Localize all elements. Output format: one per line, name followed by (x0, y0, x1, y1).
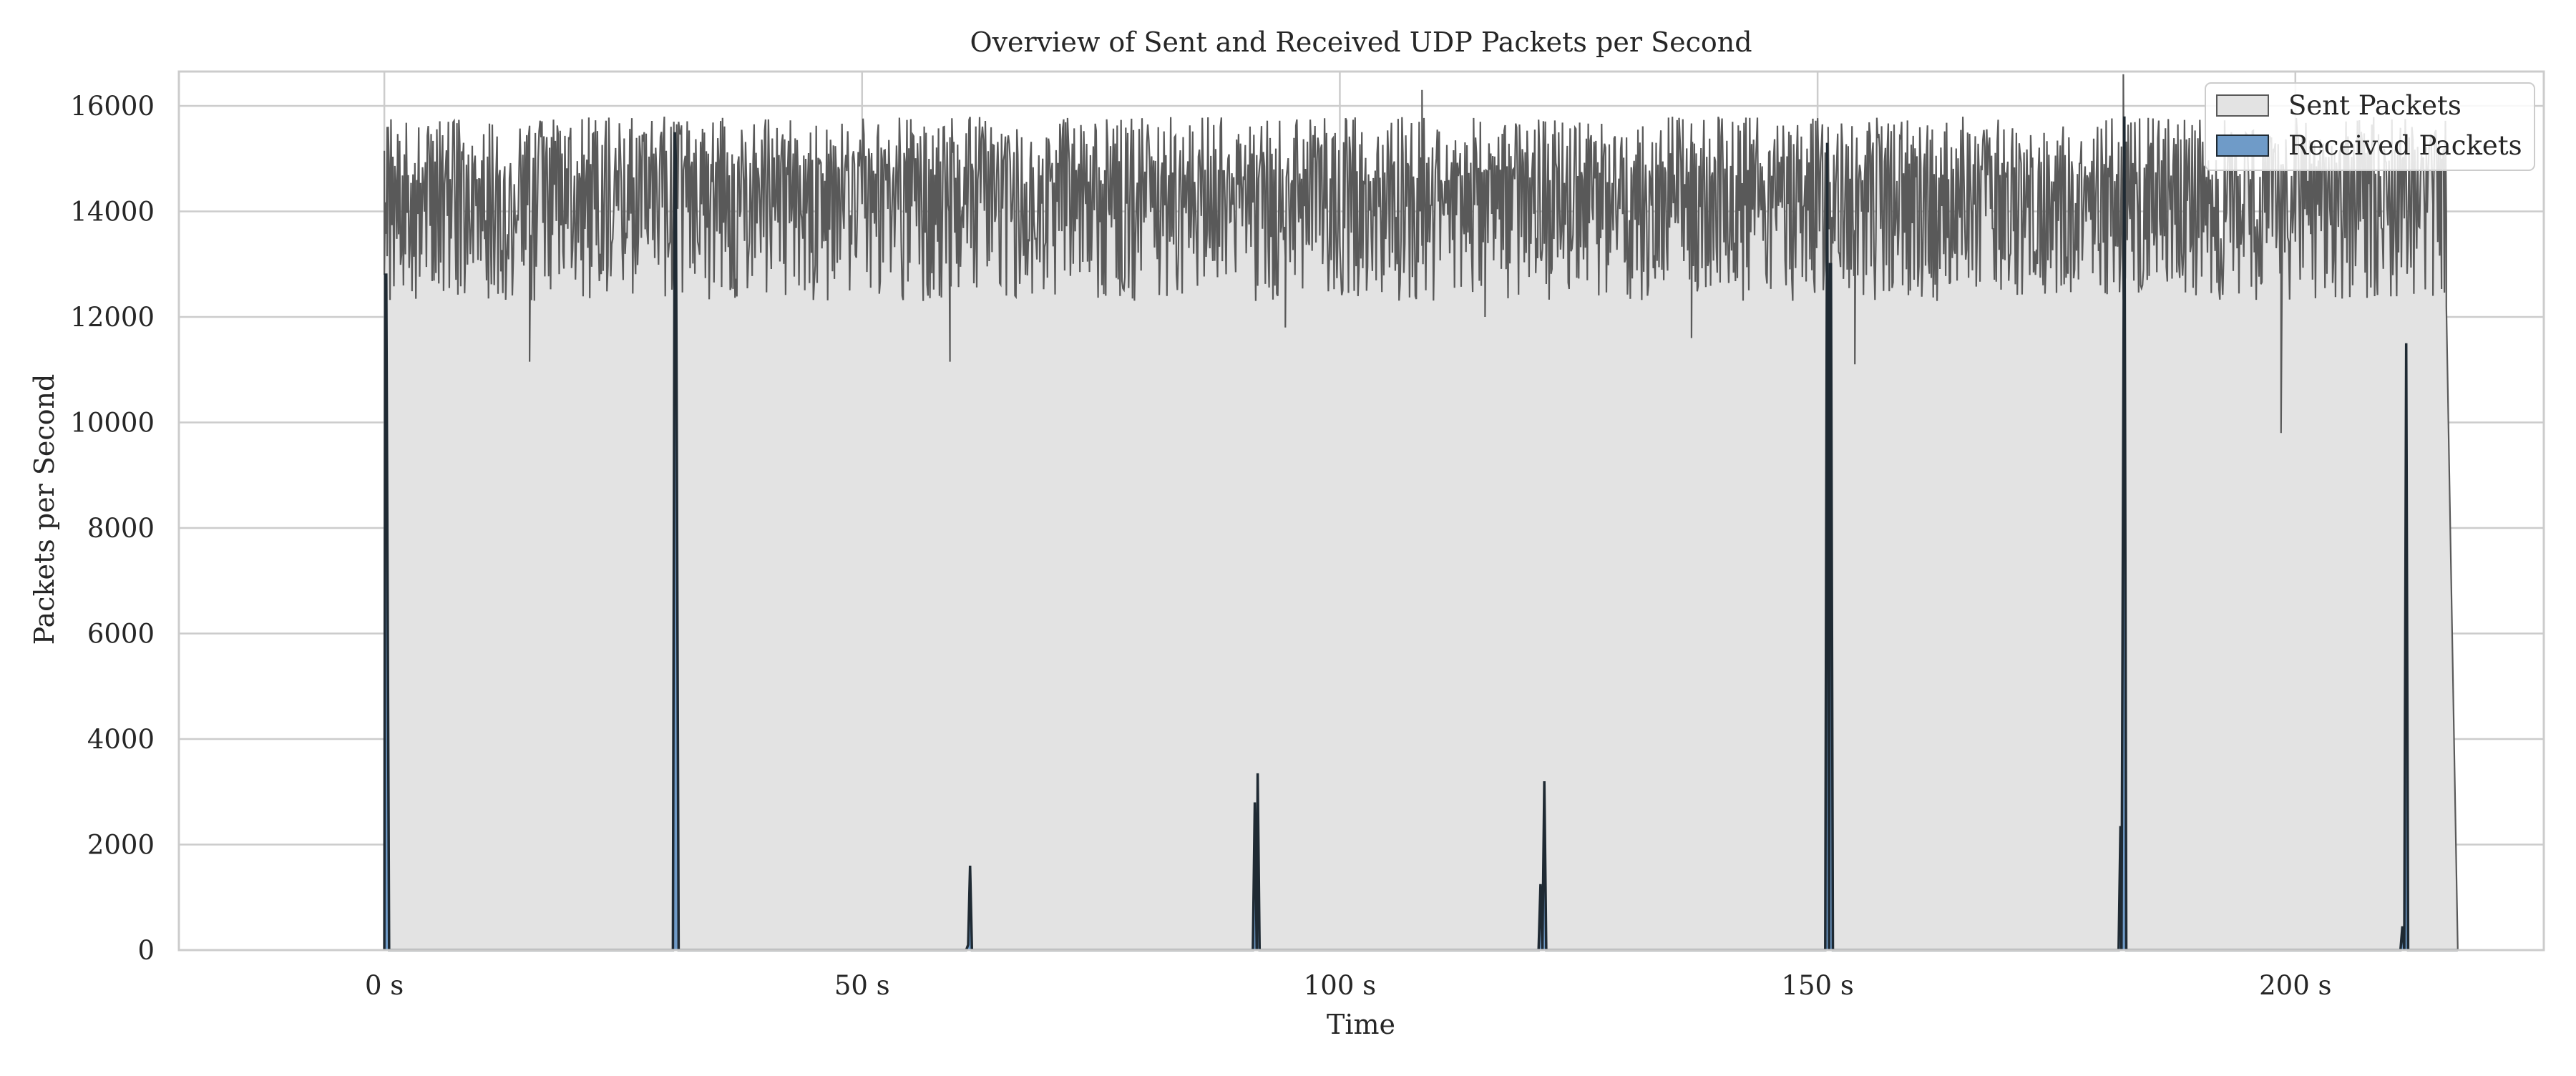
legend: Sent Packets Received Packets (2205, 82, 2535, 171)
y-tick-label: 12000 (70, 302, 155, 333)
legend-label-sent: Sent Packets (2288, 90, 2462, 121)
legend-swatch-received (2216, 134, 2269, 157)
x-tick-label: 0 s (365, 970, 404, 1001)
axes-frame (177, 70, 2545, 952)
legend-frame (2205, 82, 2535, 171)
x-tick-label: 100 s (1304, 970, 1376, 1001)
x-tick-label: 150 s (1781, 970, 1853, 1001)
sent-packets-line (384, 74, 2459, 951)
legend-swatch-sent (2216, 94, 2269, 117)
chart-title: Overview of Sent and Received UDP Packet… (970, 26, 1752, 58)
y-tick-label: 4000 (87, 724, 155, 755)
series-layer (383, 74, 2459, 952)
y-tick-label: 16000 (70, 91, 155, 122)
sent-packets-area (384, 74, 2458, 951)
legend-label-received: Received Packets (2288, 130, 2522, 161)
y-tick-label: 10000 (70, 407, 155, 438)
y-tick-label: 2000 (87, 829, 155, 860)
plot-frame (177, 70, 2545, 952)
y-tick-label: 6000 (87, 618, 155, 649)
y-tick-label: 14000 (70, 196, 155, 227)
x-axis-label: Time (1327, 1009, 1395, 1040)
x-tick-label: 50 s (834, 970, 890, 1001)
y-tick-label: 8000 (87, 513, 155, 544)
y-axis-label: Packets per Second (29, 374, 60, 645)
tick-labels: 0 s 50 s 100 s 150 s 200 s 0 2000 4000 6000 8000 1… (70, 91, 2331, 1001)
y-tick-label: 0 (137, 935, 155, 966)
x-tick-label: 200 s (2259, 970, 2331, 1001)
